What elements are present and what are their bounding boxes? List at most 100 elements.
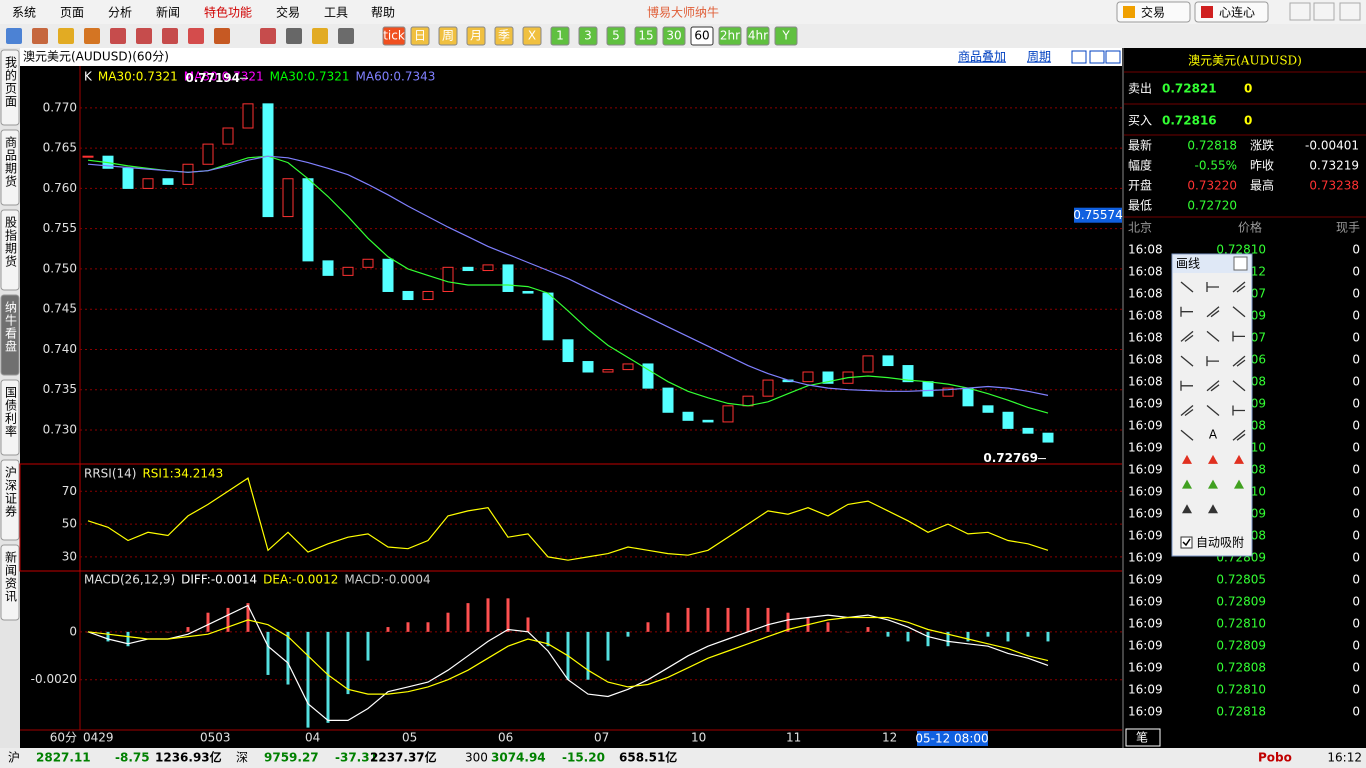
- menu-item[interactable]: 帮助: [371, 6, 395, 20]
- side-tab-label[interactable]: 新闻资讯: [4, 550, 18, 603]
- period-button[interactable]: [410, 26, 430, 46]
- tool-icon[interactable]: [1180, 355, 1194, 367]
- tool-icon[interactable]: [1206, 405, 1220, 416]
- period-button[interactable]: [634, 26, 658, 46]
- period-label[interactable]: 60: [694, 29, 709, 43]
- tool-icon[interactable]: [1180, 330, 1194, 342]
- menu-item[interactable]: 页面: [60, 6, 84, 20]
- menu-item[interactable]: 工具: [324, 6, 348, 20]
- tool-icon[interactable]: [1234, 479, 1244, 489]
- period-label[interactable]: 15: [638, 29, 653, 43]
- toolbar-icon[interactable]: [6, 28, 22, 44]
- period-label[interactable]: 3: [584, 29, 592, 43]
- toolbar-icon[interactable]: [110, 28, 126, 44]
- tool-icon[interactable]: [1180, 306, 1193, 317]
- window-control[interactable]: [1313, 2, 1335, 21]
- period-link[interactable]: 周期: [1027, 50, 1051, 64]
- auto-snap-label[interactable]: 自动吸附: [1196, 536, 1244, 550]
- side-tab[interactable]: [0, 209, 20, 291]
- tool-icon[interactable]: [1208, 504, 1218, 514]
- side-tab-label[interactable]: 商品期货: [4, 135, 18, 188]
- menu-item[interactable]: 新闻: [156, 5, 180, 20]
- period-button[interactable]: [606, 26, 626, 46]
- quote-tab[interactable]: [1125, 728, 1161, 747]
- menu-item[interactable]: 交易: [276, 5, 300, 20]
- tool-icon[interactable]: [1182, 454, 1192, 464]
- period-button[interactable]: [522, 26, 542, 46]
- menu-item[interactable]: 特色功能: [204, 5, 252, 20]
- period-button[interactable]: [382, 26, 406, 46]
- tool-icon[interactable]: [1180, 380, 1193, 391]
- tool-icon[interactable]: [1232, 355, 1246, 367]
- period-label[interactable]: tick: [383, 29, 405, 43]
- tool-icon[interactable]: [1208, 479, 1218, 489]
- menu-item[interactable]: 分析: [108, 6, 132, 20]
- side-tab-label[interactable]: 股指期货: [4, 216, 18, 268]
- top-button[interactable]: [1116, 1, 1191, 23]
- side-tab-label[interactable]: 沪深证券: [4, 466, 18, 518]
- tool-icon[interactable]: [1182, 479, 1192, 489]
- side-tab[interactable]: [0, 49, 20, 126]
- period-label[interactable]: 5: [612, 29, 620, 43]
- period-button[interactable]: [774, 26, 798, 46]
- side-tab-label[interactable]: 我的页面: [4, 56, 18, 108]
- tool-icon[interactable]: [1206, 356, 1219, 367]
- period-button[interactable]: [662, 26, 686, 46]
- popup-close[interactable]: [1233, 256, 1248, 271]
- toolbar-icon[interactable]: [32, 28, 48, 44]
- period-button[interactable]: [466, 26, 486, 46]
- toolbar-icon[interactable]: [188, 28, 204, 44]
- top-button-label[interactable]: 交易: [1141, 5, 1165, 20]
- tool-icon[interactable]: [1206, 282, 1219, 292]
- menu-item[interactable]: 系统: [12, 6, 36, 20]
- side-tab-label[interactable]: 国债利率: [4, 386, 18, 438]
- side-tab[interactable]: [0, 544, 20, 621]
- toolbar-icon[interactable]: [162, 28, 178, 44]
- quote-tab-label[interactable]: 笔: [1136, 730, 1148, 745]
- tool-icon[interactable]: [1232, 331, 1245, 342]
- period-label[interactable]: 2hr: [720, 29, 740, 43]
- header-button[interactable]: [1105, 50, 1121, 64]
- overlay-link[interactable]: 商品叠加: [958, 49, 1006, 64]
- top-button-label[interactable]: 心连心: [1219, 5, 1255, 20]
- header-button[interactable]: [1071, 50, 1087, 64]
- tool-icon[interactable]: [1232, 429, 1246, 441]
- period-label[interactable]: 4hr: [748, 29, 768, 43]
- side-tab[interactable]: [0, 294, 20, 376]
- period-label[interactable]: 日: [414, 29, 426, 43]
- tool-icon[interactable]: [1206, 306, 1220, 318]
- period-button[interactable]: [494, 26, 514, 46]
- toolbar-icon[interactable]: [338, 28, 354, 44]
- toolbar-icon[interactable]: [260, 28, 276, 44]
- tool-icon[interactable]: [1232, 380, 1246, 392]
- period-button[interactable]: [578, 26, 598, 46]
- toolbar-icon[interactable]: [214, 28, 230, 44]
- window-control[interactable]: [1289, 2, 1311, 21]
- period-button[interactable]: [690, 26, 714, 46]
- period-label[interactable]: 1: [556, 29, 564, 43]
- toolbar-icon[interactable]: [84, 28, 100, 44]
- toolbar-icon[interactable]: [136, 28, 152, 44]
- toolbar-icon[interactable]: [58, 28, 74, 44]
- tool-icon[interactable]: [1206, 330, 1220, 342]
- side-tab-label[interactable]: 纳牛看盘: [4, 301, 18, 353]
- window-control[interactable]: [1339, 2, 1361, 21]
- header-button[interactable]: [1089, 50, 1105, 64]
- checkbox[interactable]: [1180, 536, 1193, 549]
- text-tool[interactable]: A: [1209, 428, 1218, 442]
- period-button[interactable]: [718, 26, 742, 46]
- tool-icon[interactable]: [1180, 281, 1194, 293]
- tool-icon[interactable]: [1232, 306, 1246, 318]
- side-tab[interactable]: [0, 379, 20, 456]
- period-button[interactable]: [550, 26, 570, 46]
- period-label[interactable]: 30: [666, 29, 681, 43]
- tool-icon[interactable]: [1208, 454, 1218, 464]
- tool-icon[interactable]: [1234, 454, 1244, 464]
- top-button[interactable]: [1194, 1, 1269, 23]
- toolbar-icon[interactable]: [312, 28, 328, 44]
- tool-icon[interactable]: [1232, 281, 1246, 293]
- period-label[interactable]: Y: [781, 29, 790, 43]
- side-tab[interactable]: [0, 459, 20, 541]
- period-label[interactable]: X: [528, 29, 536, 43]
- tool-icon[interactable]: [1182, 504, 1192, 514]
